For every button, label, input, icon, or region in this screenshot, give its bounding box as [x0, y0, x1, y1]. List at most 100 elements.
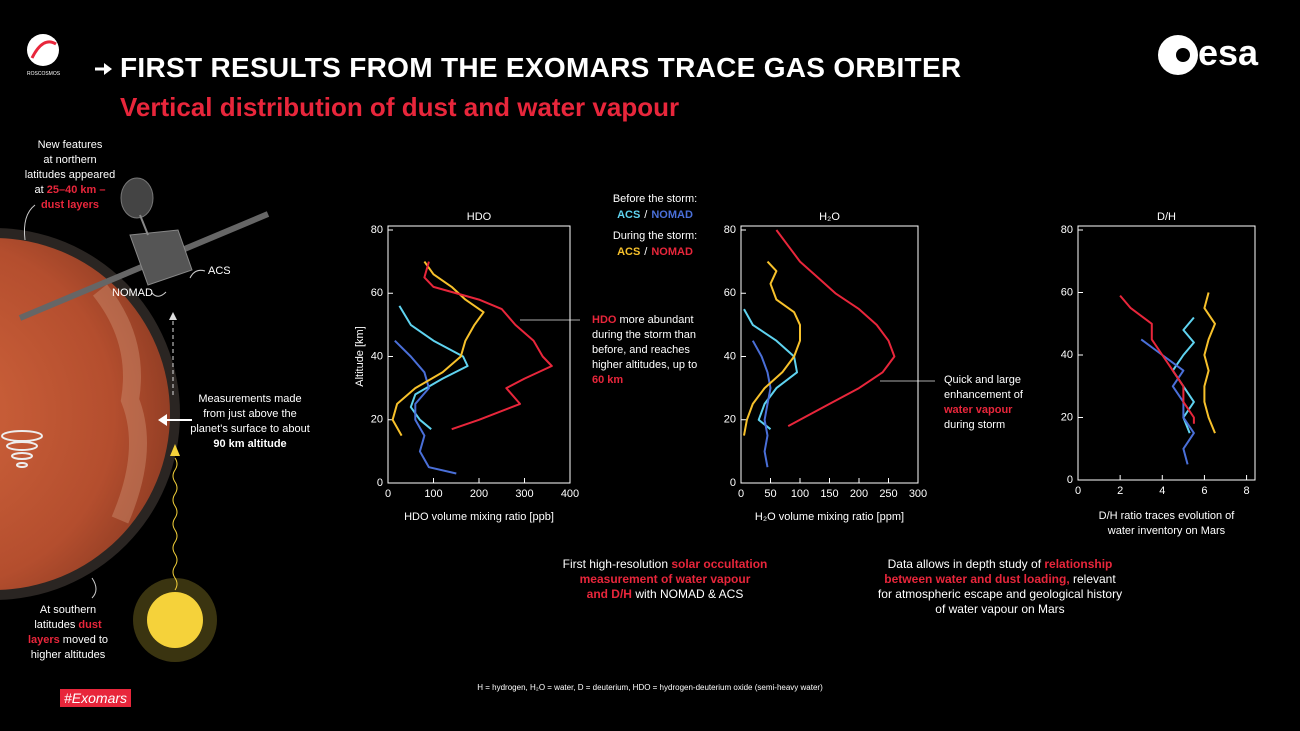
x-tick-label: 150 [820, 488, 838, 500]
highlight: between water and dust loading, [884, 572, 1070, 586]
title-arrowhead [104, 63, 112, 75]
x-tick-label: 100 [424, 488, 442, 500]
light-ray [172, 457, 178, 591]
profile-line [394, 339, 457, 475]
legend-row: ACS / NOMAD [613, 244, 697, 260]
profile-line [1119, 294, 1195, 424]
text-run: during the storm than [592, 329, 696, 341]
text-line: Measurements made [190, 392, 310, 407]
x-tick-label: 0 [1075, 485, 1081, 497]
legend-row: ACS / NOMAD [613, 207, 697, 223]
chart-title: H₂O [819, 211, 840, 223]
text-line: of water vapour on Mars [878, 602, 1122, 617]
highlight: water vapour [944, 404, 1013, 416]
x-tick-label: 2 [1117, 485, 1123, 497]
text-line: higher altitudes [28, 648, 108, 663]
text-run: H = hydrogen, H₂O = water, D = deuterium… [477, 683, 823, 692]
text-line: water vapour [944, 403, 1023, 418]
text-line: measurement of water vapour [563, 572, 768, 587]
text-line: H = hydrogen, H₂O = water, D = deuterium… [477, 680, 822, 695]
text-line: during storm [944, 418, 1023, 433]
profile-line [398, 305, 469, 430]
text-line: 90 km altitude [190, 437, 310, 452]
x-tick-label: 200 [850, 488, 868, 500]
text-line: and D/H with NOMAD & ACS [563, 587, 768, 602]
acs-pointer [189, 269, 206, 279]
y-tick-label: 80 [1061, 224, 1073, 236]
chart-title: D/H [1157, 211, 1176, 223]
esa-wordmark: esa [1198, 32, 1259, 73]
x-tick-label: 300 [909, 488, 927, 500]
text-line: before, and reaches [592, 343, 697, 358]
text-run: more abundant [616, 314, 694, 326]
mars-terrain [92, 284, 147, 524]
y-tick-label: 20 [724, 414, 736, 426]
south-pointer [91, 577, 97, 599]
roscosmos-logo [27, 34, 59, 66]
y-tick-label: 60 [371, 287, 383, 299]
hdo-note: HDO more abundant during the storm than be… [592, 313, 697, 388]
plot-frame [740, 225, 919, 484]
profile-line [743, 260, 801, 436]
legend-heading: During the storm: [613, 228, 697, 244]
y-tick-label: 40 [371, 350, 383, 362]
text-run: Data allows in depth study of [887, 557, 1045, 571]
x-tick-label: 250 [879, 488, 897, 500]
text-run: moved to [59, 634, 109, 646]
measure-arrowhead [158, 414, 167, 426]
text-run: New features [37, 139, 103, 151]
text-line: New features [25, 138, 116, 153]
text-run: enhancement of [944, 389, 1023, 401]
acs-label: ACS [208, 265, 231, 277]
text-run: before, and reaches [592, 344, 690, 356]
footnote: H = hydrogen, H₂O = water, D = deuterium… [477, 680, 822, 695]
satellite [129, 229, 193, 286]
text-line: Data allows in depth study of relationsh… [878, 557, 1122, 572]
text-line: between water and dust loading, relevant [878, 572, 1122, 587]
text-run: First high-resolution [562, 557, 672, 571]
sun [147, 592, 203, 648]
y-axis-label: Altitude [km] [354, 326, 366, 387]
legend-separator: / [644, 209, 648, 221]
text-line: dust layers [25, 198, 116, 213]
north-note: New features at northern latitudes appeare… [25, 138, 116, 213]
legend-entry: NOMAD [651, 246, 693, 258]
first-note: First high-resolution solar occultation m… [563, 557, 768, 602]
y-tick-label: 40 [1061, 349, 1073, 361]
profile-line [423, 261, 553, 431]
ray-arrow [170, 444, 180, 456]
subtitle: Vertical distribution of dust and water … [120, 92, 680, 122]
y-tick-label: 40 [724, 350, 736, 362]
text-line: At southern [28, 603, 108, 618]
chart-note: water inventory on Mars [1107, 525, 1226, 537]
y-tick-label: 20 [371, 414, 383, 426]
scan-arrow [169, 312, 177, 320]
text-line: latitudes appeared [25, 168, 116, 183]
y-tick-label: 80 [371, 224, 383, 236]
text-run: relevant [1069, 572, 1116, 586]
y-tick-label: 20 [1061, 411, 1073, 423]
text-run: with NOMAD & ACS [631, 587, 744, 601]
text-line: from just above the [190, 407, 310, 422]
text-run: latitudes appeared [24, 169, 116, 181]
text-run: planet's surface to about [190, 423, 310, 435]
title: FIRST RESULTS FROM THE EXOMARS TRACE GAS… [120, 52, 962, 83]
y-tick-label: 60 [1061, 286, 1073, 298]
text-run: at northern [43, 154, 97, 166]
legend-entry: ACS [617, 209, 641, 221]
highlight: measurement of water vapour [579, 572, 751, 586]
x-tick-label: 8 [1244, 485, 1250, 497]
text-line: 60 km [592, 373, 697, 388]
y-tick-label: 60 [724, 287, 736, 299]
text-run: from just above the [203, 408, 297, 420]
legend-entry: ACS [617, 246, 641, 258]
chart-note: D/H ratio traces evolution of [1099, 510, 1236, 522]
measure-note: Measurements made from just above the plan… [190, 392, 310, 452]
highlight: solar occultation [671, 557, 768, 571]
legend-heading: Before the storm: [613, 191, 697, 207]
text-line: higher altitudes, up to [592, 358, 697, 373]
highlight: and D/H [586, 587, 632, 601]
